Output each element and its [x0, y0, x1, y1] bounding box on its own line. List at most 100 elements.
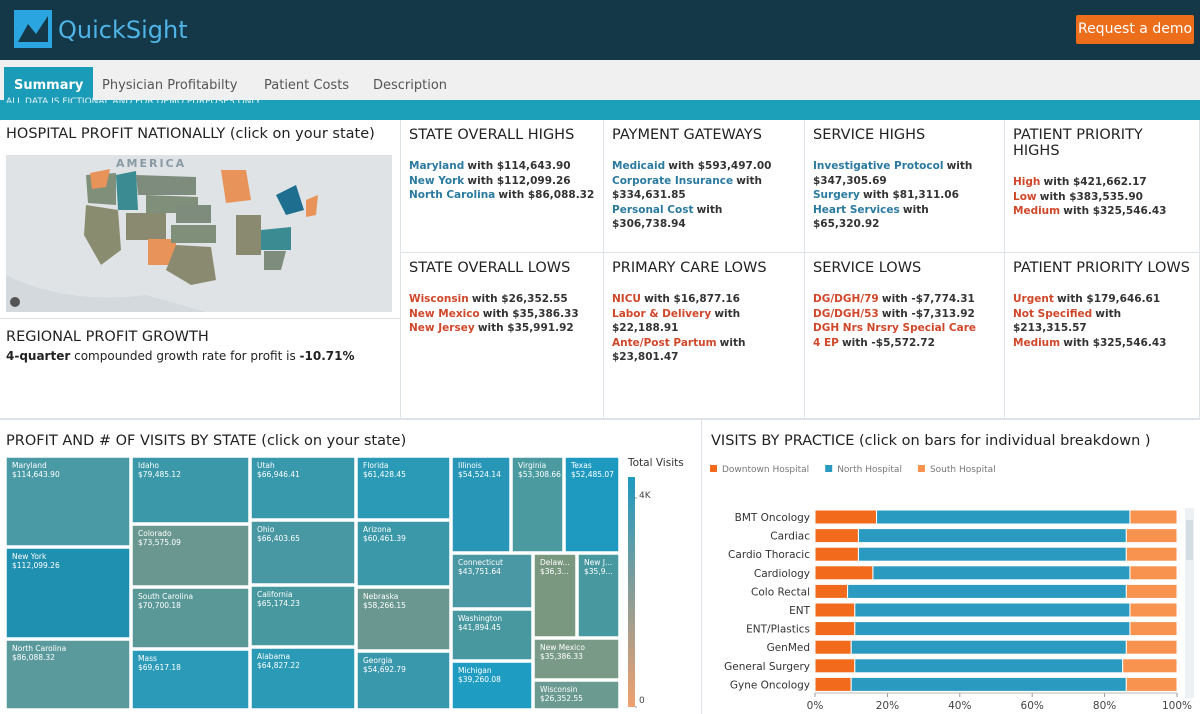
treemap-value: $41,894.45: [458, 623, 501, 632]
legend-label: South Hospital: [930, 465, 996, 475]
bar-segment[interactable]: [814, 658, 856, 674]
kpi-name[interactable]: Not Specified: [1013, 307, 1093, 320]
y-tick-label: Cardio Thoracic: [728, 549, 810, 561]
treemap-cell[interactable]: [131, 524, 250, 587]
kpi-name[interactable]: New Jersey: [409, 322, 475, 334]
y-tick-label: Cardiology: [754, 568, 810, 580]
bar-segment[interactable]: [1125, 676, 1178, 692]
treemap-cell[interactable]: [250, 456, 356, 520]
kpi-name[interactable]: New Mexico: [409, 307, 480, 320]
treemap-cell[interactable]: [250, 520, 356, 585]
tab[interactable]: Patient Costs: [264, 78, 350, 93]
treemap-cell[interactable]: [533, 553, 577, 638]
kpi-name[interactable]: North Carolina: [409, 189, 496, 201]
kpi-name[interactable]: Medicaid: [612, 160, 666, 172]
kpi-name[interactable]: DG/DGH/53: [813, 307, 879, 320]
treemap-cell[interactable]: [451, 456, 511, 553]
kpi-title: STATE OVERALL LOWS: [409, 260, 571, 276]
treemap-cell[interactable]: [577, 553, 620, 638]
bar-segment[interactable]: [857, 528, 1127, 544]
treemap-cell[interactable]: [5, 547, 131, 639]
bar-segment[interactable]: [814, 583, 849, 599]
kpi-text: with $86,088.32: [498, 189, 595, 201]
kpi-name[interactable]: Low: [1013, 190, 1037, 203]
bar-segment[interactable]: [814, 621, 856, 637]
bar-segment[interactable]: [857, 546, 1127, 562]
bar-segment[interactable]: [872, 565, 1131, 581]
kpi-name[interactable]: NICU: [612, 293, 641, 305]
bar-segment[interactable]: [1125, 639, 1178, 655]
kpi-name[interactable]: Maryland: [409, 160, 465, 172]
bar-segment[interactable]: [814, 639, 852, 655]
kpi-name[interactable]: Personal Cost: [612, 203, 694, 216]
kpi-name[interactable]: High: [1013, 176, 1041, 188]
treemap-cell[interactable]: [511, 456, 564, 553]
treemap-cell[interactable]: [131, 649, 250, 710]
treemap-value: $60,461.39: [363, 534, 406, 543]
kpi-name[interactable]: Surgery: [813, 189, 860, 201]
kpi-name[interactable]: Wisconsin: [409, 293, 469, 305]
x-tick-label: 20%: [876, 700, 899, 712]
legend-swatch: [710, 465, 717, 472]
request-demo-button[interactable]: Request a demo: [1076, 15, 1194, 44]
tab[interactable]: Physician Profitabilty: [102, 78, 238, 93]
kpi-name[interactable]: Corporate Insurance: [612, 174, 734, 187]
bar-segment[interactable]: [814, 602, 856, 618]
bar-segment[interactable]: [814, 509, 878, 525]
treemap-cell[interactable]: [533, 638, 620, 680]
kpi-name[interactable]: New York: [409, 174, 465, 187]
treemap-cell[interactable]: [5, 639, 131, 710]
bar-segment[interactable]: [854, 621, 1131, 637]
treemap-cell[interactable]: [356, 456, 451, 520]
kpi-name[interactable]: Investigative Protocol: [813, 160, 944, 172]
bar-segment[interactable]: [850, 639, 1127, 655]
treemap-cell[interactable]: [250, 647, 356, 710]
kpi-name[interactable]: Urgent: [1013, 293, 1054, 305]
treemap-cell[interactable]: [564, 456, 620, 553]
bar-segment[interactable]: [1125, 528, 1178, 544]
treemap-value: $112,099.26: [12, 561, 60, 570]
kpi-name[interactable]: Labor & Delivery: [612, 307, 712, 320]
map[interactable]: AMERICA: [6, 155, 392, 312]
kpi-name[interactable]: Medium: [1013, 336, 1061, 349]
kpi-name[interactable]: Heart Services: [813, 203, 900, 216]
treemap-cell[interactable]: [533, 680, 620, 710]
bar-segment[interactable]: [1125, 546, 1178, 562]
bar-segment[interactable]: [814, 546, 859, 562]
bar-segment[interactable]: [1122, 658, 1178, 674]
logo[interactable]: QuickSight: [58, 16, 188, 44]
treemap-cell[interactable]: [356, 587, 451, 651]
kpi-item: Medium with $325,546.43: [1013, 204, 1191, 219]
kpi-name[interactable]: Medium: [1013, 205, 1061, 217]
treemap-cell[interactable]: [131, 456, 250, 524]
bar-segment[interactable]: [1129, 602, 1178, 618]
tab[interactable]: Description: [373, 78, 448, 93]
kpi-title: PRIMARY CARE LOWS: [612, 260, 767, 276]
kpi-title: SERVICE LOWS: [813, 260, 922, 276]
bar-segment[interactable]: [1125, 583, 1178, 599]
treemap-cell[interactable]: [250, 585, 356, 647]
bar-segment[interactable]: [1129, 565, 1178, 581]
treemap-cell[interactable]: [451, 661, 533, 710]
bar-segment[interactable]: [814, 676, 852, 692]
bar-segment[interactable]: [1129, 621, 1178, 637]
tab[interactable]: Summary: [4, 67, 94, 100]
bar-segment[interactable]: [854, 658, 1124, 674]
legend-swatch: [825, 465, 833, 472]
treemap-cell[interactable]: [131, 587, 250, 649]
kpi-name[interactable]: DGH Nrs Nrsry Special Care 4 EP: [813, 322, 991, 349]
bar-segment[interactable]: [1129, 509, 1178, 525]
treemap-cell[interactable]: [356, 520, 451, 587]
kpi-name[interactable]: Ante/Post Partum: [612, 336, 717, 349]
treemap-cell[interactable]: [451, 609, 533, 661]
bar-segment[interactable]: [847, 583, 1127, 599]
treemap-cell[interactable]: [5, 456, 131, 547]
treemap-cell[interactable]: [451, 553, 533, 609]
bar-segment[interactable]: [850, 676, 1127, 692]
bar-segment[interactable]: [876, 509, 1131, 525]
treemap-cell[interactable]: [356, 651, 451, 710]
bar-segment[interactable]: [814, 565, 874, 581]
kpi-name[interactable]: DG/DGH/79: [813, 293, 879, 305]
bar-segment[interactable]: [814, 528, 859, 544]
bar-segment[interactable]: [854, 602, 1131, 618]
